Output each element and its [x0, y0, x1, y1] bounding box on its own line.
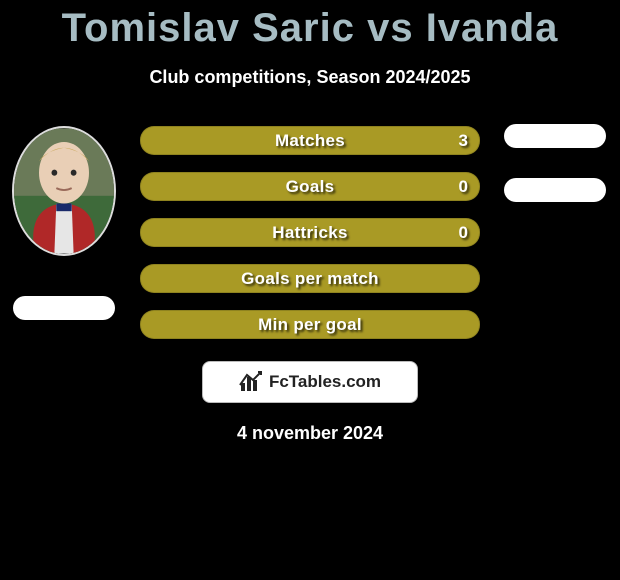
page-title: Tomislav Saric vs Ivanda — [0, 0, 620, 51]
subtitle: Club competitions, Season 2024/2025 — [0, 67, 620, 88]
stat-label: Min per goal — [258, 315, 362, 335]
stat-value: 0 — [459, 177, 468, 197]
comparison-panel: Matches 3 Goals 0 Hattricks 0 Goals per … — [0, 126, 620, 444]
stat-value: 0 — [459, 223, 468, 243]
stat-bars: Matches 3 Goals 0 Hattricks 0 Goals per … — [140, 126, 480, 339]
player-left-club-pill — [13, 296, 115, 320]
brand-link[interactable]: FcTables.com — [202, 361, 418, 403]
player-left-avatar — [12, 126, 116, 256]
player-right-club-pill-1 — [504, 124, 606, 148]
stat-label: Goals — [286, 177, 335, 197]
stat-bar-hattricks: Hattricks 0 — [140, 218, 480, 247]
stat-bar-goals-per-match: Goals per match — [140, 264, 480, 293]
stat-bar-matches: Matches 3 — [140, 126, 480, 155]
brand-text: FcTables.com — [269, 372, 381, 392]
stat-label: Matches — [275, 131, 345, 151]
stat-bar-goals: Goals 0 — [140, 172, 480, 201]
stat-label: Hattricks — [272, 223, 347, 243]
stat-label: Goals per match — [241, 269, 379, 289]
avatar-icon — [14, 128, 114, 254]
bar-chart-icon — [239, 371, 263, 393]
stat-bar-min-per-goal: Min per goal — [140, 310, 480, 339]
stat-value: 3 — [459, 131, 468, 151]
player-left-column — [6, 126, 121, 320]
date-stamp: 4 november 2024 — [0, 423, 620, 444]
player-right-club-pill-2 — [504, 178, 606, 202]
player-right-column — [497, 126, 612, 202]
